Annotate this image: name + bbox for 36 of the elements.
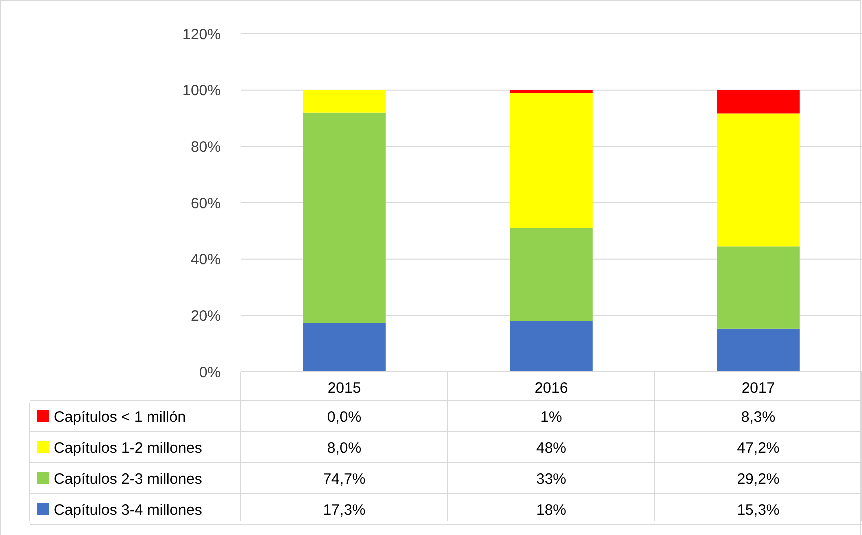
y-tick-label: 40% [190, 252, 221, 269]
y-tick-label: 120% [182, 26, 221, 44]
legend-label: Capítulos 1-2 millones [54, 440, 202, 457]
data-label: 18% [536, 502, 567, 519]
bar [717, 246, 800, 329]
bar [303, 112, 386, 324]
data-label: 1% [540, 408, 562, 426]
data-label: 8,0% [327, 440, 362, 457]
bar [510, 93, 593, 228]
bar [303, 323, 386, 372]
bar [510, 321, 593, 372]
bar [510, 228, 593, 322]
data-label: 74,7% [323, 470, 366, 488]
data-label: 0,0% [327, 408, 362, 426]
bar [717, 328, 800, 372]
legend-label: Capítulos 3-4 millones [54, 502, 202, 519]
x-tick-label: 2017 [742, 380, 776, 397]
x-tick-label: 2016 [534, 380, 568, 397]
legend-label: Capítulos 2-3 millones [54, 470, 202, 488]
bar [303, 90, 386, 113]
y-tick-label: 0% [199, 364, 221, 382]
y-tick-label: 100% [182, 82, 221, 100]
y-tick-label: 20% [190, 308, 221, 325]
data-label: 8,3% [741, 408, 776, 426]
data-label: 33% [536, 470, 567, 488]
data-label: 17,3% [323, 502, 366, 519]
y-tick-label: 80% [190, 138, 221, 156]
data-label: 48% [536, 440, 567, 457]
data-label: 47,2% [737, 440, 780, 457]
bar [717, 114, 800, 247]
x-tick-label: 2015 [328, 380, 362, 397]
bar [717, 90, 800, 114]
data-label: 15,3% [737, 502, 780, 519]
data-label: 29,2% [737, 470, 780, 488]
y-tick-label: 60% [190, 195, 221, 212]
legend-label: Capítulos < 1 millón [54, 408, 186, 426]
